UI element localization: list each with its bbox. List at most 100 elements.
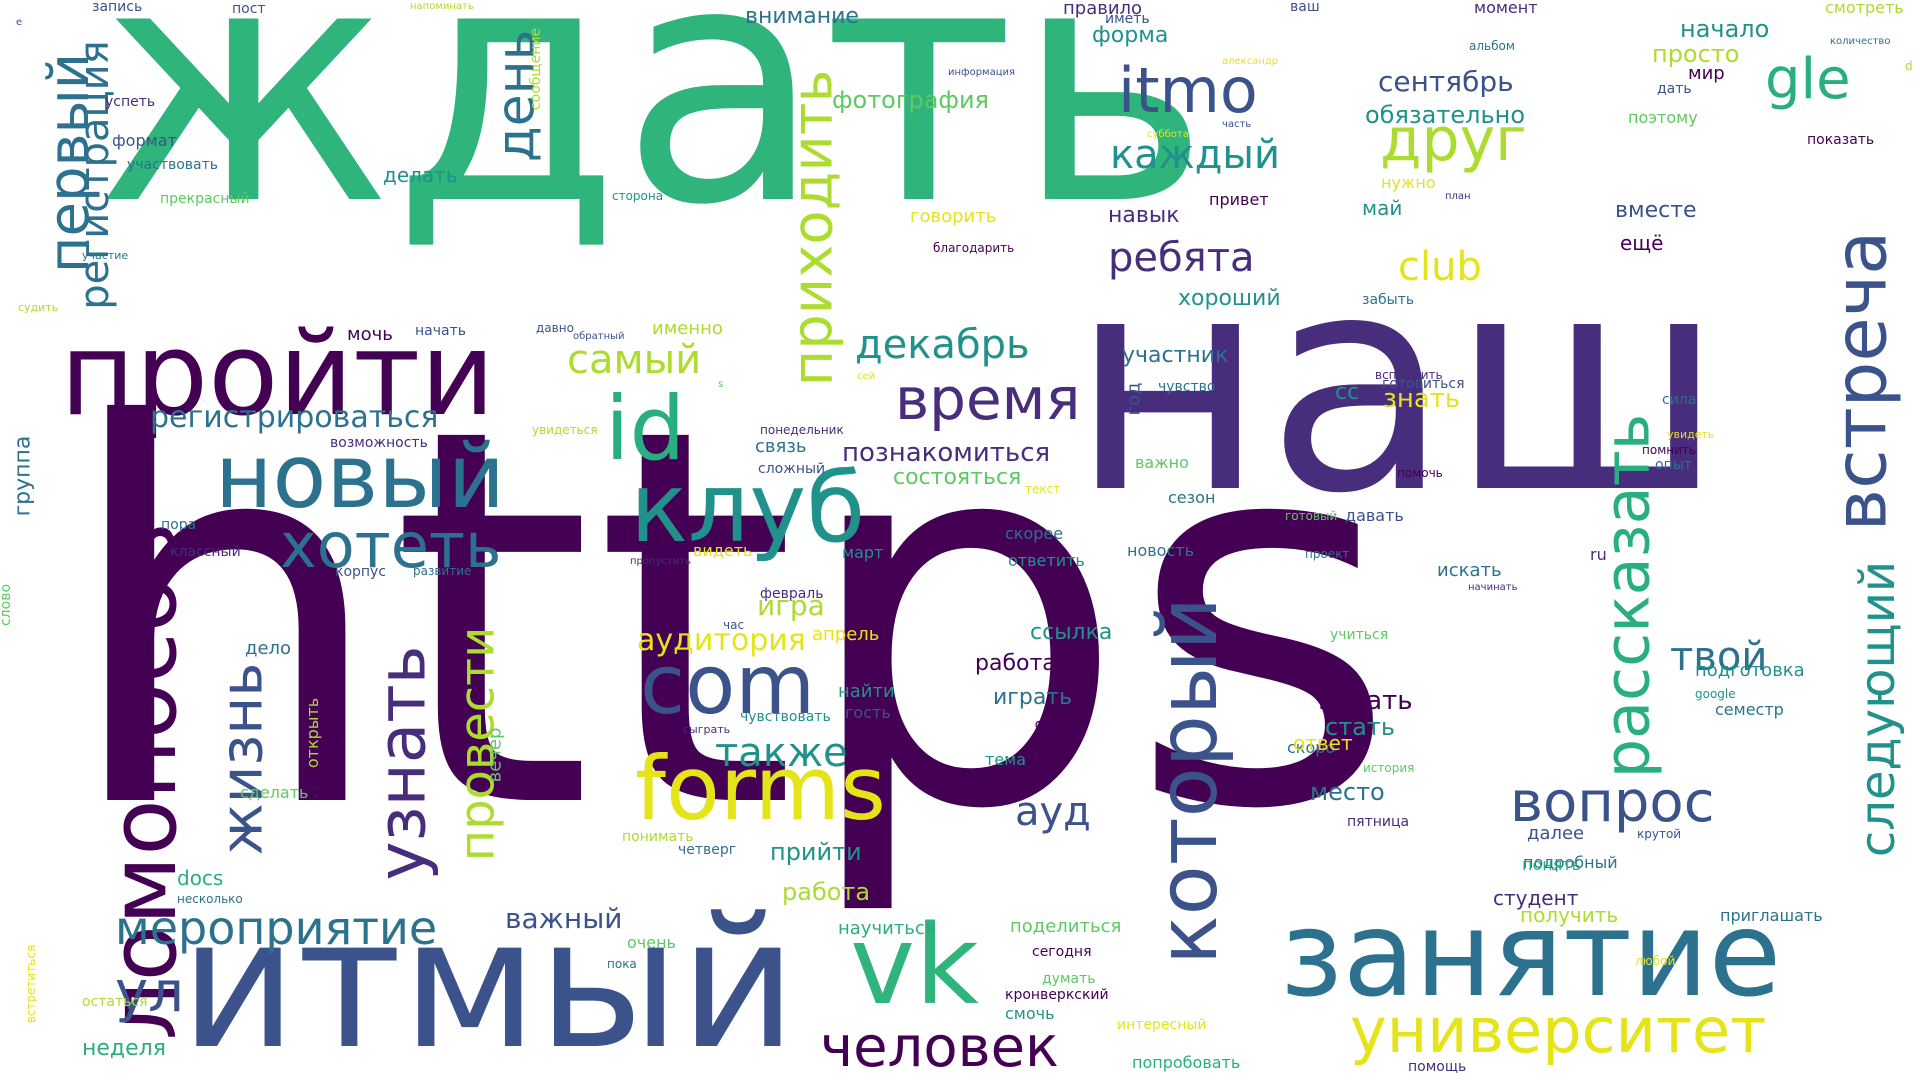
- word: классный: [170, 544, 241, 560]
- word: ауд: [1015, 789, 1091, 835]
- word: встретиться: [24, 944, 39, 1024]
- word: сезон: [1168, 488, 1216, 507]
- word: познакомиться: [842, 438, 1051, 468]
- word: играть: [993, 685, 1073, 710]
- word: запись: [92, 0, 143, 15]
- word: помощь: [1408, 1059, 1467, 1075]
- word: университет: [1350, 994, 1767, 1067]
- word: далее: [1527, 823, 1585, 844]
- word: ответ: [1293, 731, 1353, 755]
- word: план: [1445, 191, 1471, 202]
- word: связь: [755, 436, 807, 457]
- word: сыграть: [683, 723, 731, 736]
- word: текст: [1025, 482, 1061, 496]
- word: рассказать: [1590, 413, 1664, 779]
- word: вместе: [1615, 198, 1697, 223]
- word: кронверкский: [1005, 987, 1109, 1003]
- word: сентябрь: [1378, 65, 1514, 98]
- word: также: [715, 730, 848, 776]
- word: успеть: [105, 94, 156, 110]
- word: правило: [1063, 0, 1143, 19]
- word: час: [723, 618, 745, 632]
- word: вопрос: [1510, 770, 1715, 835]
- word: подробный: [1523, 853, 1618, 872]
- word: часть: [1222, 119, 1252, 130]
- word: дело: [245, 638, 292, 659]
- word: четверг: [678, 842, 737, 858]
- word: регистрация: [71, 40, 118, 310]
- word: говорить: [910, 206, 997, 227]
- word: увидеться: [532, 423, 598, 437]
- word: e: [16, 17, 23, 28]
- word: новость: [1127, 541, 1195, 560]
- word: самый: [567, 337, 702, 383]
- word: клуб: [630, 452, 866, 564]
- word: смотреть: [1825, 0, 1904, 17]
- word: скорее: [1005, 524, 1064, 543]
- word: попробовать: [1132, 1053, 1241, 1072]
- word: com: [640, 638, 816, 733]
- word: февраль: [760, 586, 824, 602]
- word: наш: [1070, 210, 1725, 559]
- word: увидеть: [1667, 428, 1715, 441]
- word: прекрасный: [160, 191, 250, 207]
- word: готовиться: [1382, 376, 1465, 392]
- word: поэтому: [1628, 108, 1698, 127]
- word: ответить: [1008, 551, 1085, 570]
- word: нужно: [1381, 173, 1436, 192]
- word: судить: [18, 301, 59, 314]
- word: понимать: [622, 829, 694, 845]
- word: знать: [1383, 384, 1461, 414]
- word: скоро: [1287, 738, 1336, 757]
- word: студент: [1493, 886, 1579, 910]
- word: интересный: [1117, 1017, 1207, 1033]
- word: пост: [232, 1, 266, 17]
- word: жизнь: [207, 662, 276, 856]
- word: понедельник: [760, 423, 844, 437]
- word: ещё: [1620, 231, 1664, 255]
- word: следующий: [1850, 560, 1907, 858]
- word: узнать: [363, 645, 441, 881]
- word: ребята: [1108, 235, 1255, 281]
- word: itmo: [1118, 54, 1258, 127]
- word: ru: [1590, 545, 1607, 564]
- word: сообщение: [528, 27, 545, 111]
- word: момент: [1474, 0, 1538, 17]
- word: информация: [948, 67, 1016, 78]
- word: прийти: [770, 838, 862, 866]
- word: гость: [845, 703, 891, 722]
- word: d: [1905, 59, 1913, 73]
- word: апрель: [812, 624, 880, 645]
- word: научиться: [838, 918, 936, 939]
- word: корпус: [335, 564, 387, 580]
- word: тема: [985, 750, 1027, 769]
- word: ул: [115, 960, 184, 1025]
- word: участник: [1122, 343, 1229, 368]
- word: слово: [0, 583, 15, 627]
- word: внимание: [745, 4, 859, 29]
- word: https: [60, 317, 1399, 923]
- word: подготовка: [1695, 660, 1805, 681]
- word: давать: [1345, 506, 1404, 525]
- word: крутой: [1637, 827, 1682, 841]
- word: участие: [82, 249, 129, 262]
- word: помнить: [1642, 443, 1696, 457]
- word: чувствовать: [740, 709, 831, 725]
- word: состояться: [893, 465, 1022, 490]
- word: привет: [1209, 190, 1269, 209]
- word: сила: [1662, 392, 1697, 408]
- word: напоминать: [410, 1, 474, 12]
- word: чувство: [1158, 379, 1216, 395]
- word: думать: [1042, 971, 1096, 987]
- word: альбом: [1469, 39, 1515, 53]
- word: учиться: [1330, 627, 1389, 643]
- word: участвовать: [127, 157, 219, 173]
- word: забыть: [1362, 292, 1415, 308]
- word: мир: [1688, 63, 1725, 84]
- word: занятие: [1280, 885, 1782, 1023]
- word: google: [1695, 687, 1736, 701]
- word: итмый: [180, 880, 797, 1080]
- word: сложный: [758, 461, 826, 477]
- word: друг: [1380, 105, 1527, 175]
